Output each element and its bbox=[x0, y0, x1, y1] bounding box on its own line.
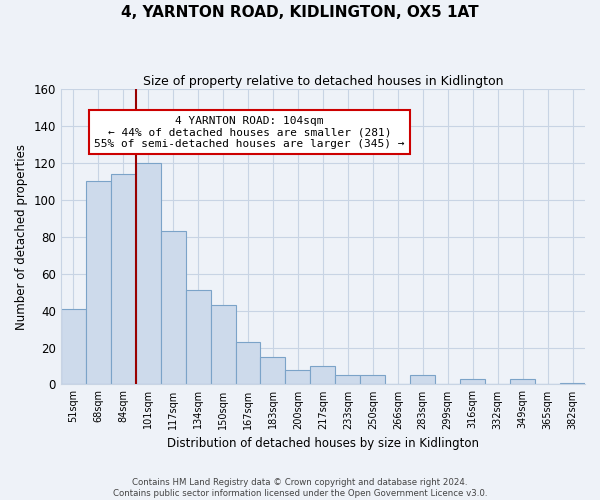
Bar bbox=[260, 356, 286, 384]
Bar bbox=[61, 309, 86, 384]
Text: 4 YARNTON ROAD: 104sqm
← 44% of detached houses are smaller (281)
55% of semi-de: 4 YARNTON ROAD: 104sqm ← 44% of detached… bbox=[94, 116, 405, 149]
Y-axis label: Number of detached properties: Number of detached properties bbox=[15, 144, 28, 330]
Bar bbox=[111, 174, 136, 384]
Bar bbox=[136, 163, 161, 384]
Bar bbox=[510, 379, 535, 384]
Bar bbox=[310, 366, 335, 384]
Bar bbox=[460, 379, 485, 384]
Bar bbox=[560, 382, 585, 384]
Bar bbox=[361, 375, 385, 384]
Bar bbox=[286, 370, 310, 384]
Bar bbox=[335, 375, 361, 384]
Title: Size of property relative to detached houses in Kidlington: Size of property relative to detached ho… bbox=[143, 75, 503, 88]
Text: Contains HM Land Registry data © Crown copyright and database right 2024.
Contai: Contains HM Land Registry data © Crown c… bbox=[113, 478, 487, 498]
Text: 4, YARNTON ROAD, KIDLINGTON, OX5 1AT: 4, YARNTON ROAD, KIDLINGTON, OX5 1AT bbox=[121, 5, 479, 20]
Bar bbox=[410, 375, 435, 384]
Bar bbox=[161, 232, 185, 384]
X-axis label: Distribution of detached houses by size in Kidlington: Distribution of detached houses by size … bbox=[167, 437, 479, 450]
Bar bbox=[211, 305, 236, 384]
Bar bbox=[86, 182, 111, 384]
Bar bbox=[185, 290, 211, 384]
Bar bbox=[236, 342, 260, 384]
